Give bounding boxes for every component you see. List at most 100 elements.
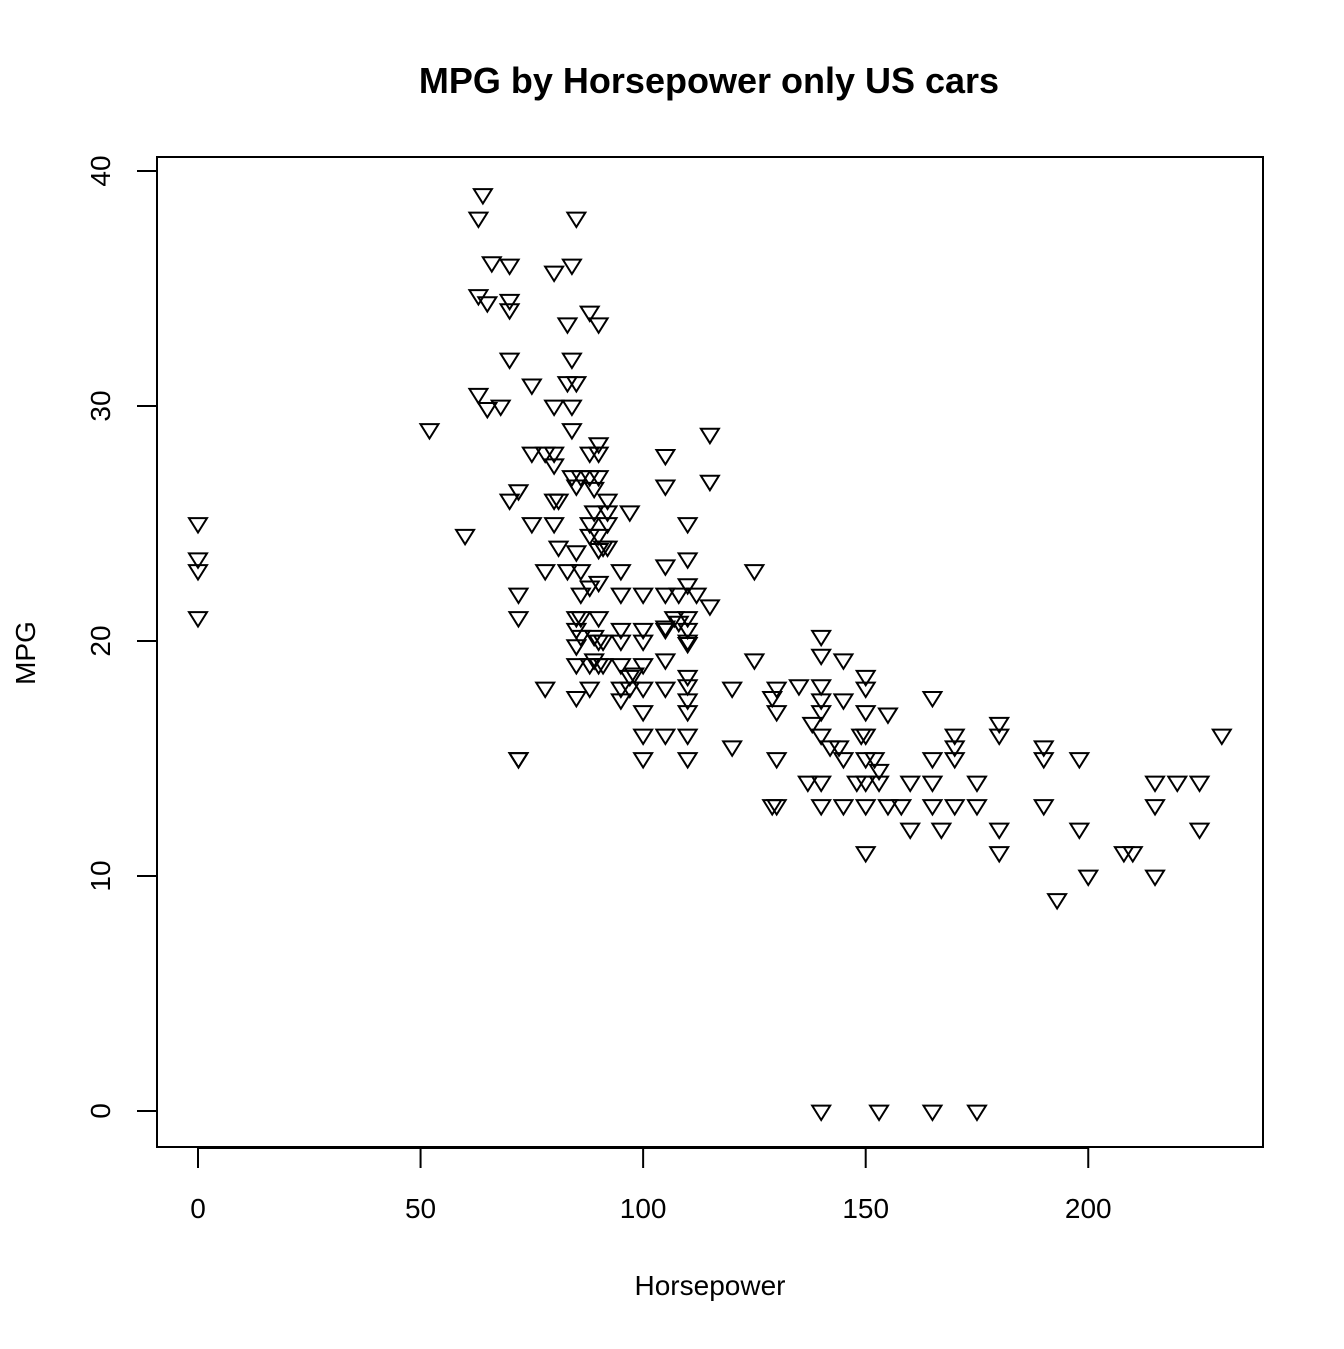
data-point bbox=[699, 474, 721, 493]
data-point bbox=[610, 634, 632, 652]
data-point bbox=[587, 317, 610, 335]
data-point bbox=[1032, 740, 1055, 758]
data-point bbox=[547, 493, 570, 511]
data-point bbox=[583, 653, 605, 671]
data-point bbox=[966, 775, 988, 793]
data-point bbox=[761, 691, 784, 709]
data-point bbox=[1121, 846, 1144, 864]
data-point bbox=[507, 611, 530, 629]
data-point bbox=[480, 256, 503, 274]
data-point bbox=[1077, 869, 1100, 887]
data-point bbox=[699, 427, 721, 446]
data-point bbox=[534, 564, 557, 582]
data-point bbox=[890, 799, 913, 817]
data-point bbox=[498, 293, 521, 312]
y-axis-label: MPG bbox=[10, 621, 41, 685]
data-point bbox=[583, 629, 605, 648]
data-point bbox=[1068, 822, 1091, 840]
data-point bbox=[565, 545, 588, 563]
data-point bbox=[765, 799, 788, 817]
data-point bbox=[654, 728, 677, 746]
data-point bbox=[596, 540, 619, 558]
data-point bbox=[632, 658, 654, 676]
data-point bbox=[565, 479, 588, 497]
data-point bbox=[663, 611, 686, 629]
data-point bbox=[676, 705, 699, 723]
data-point bbox=[610, 658, 632, 676]
data-point bbox=[623, 667, 646, 685]
data-point bbox=[583, 505, 605, 523]
data-point bbox=[583, 481, 605, 500]
x-tick-label: 200 bbox=[1065, 1193, 1112, 1224]
data-point bbox=[743, 653, 766, 671]
data-point bbox=[676, 634, 699, 652]
data-point bbox=[854, 799, 877, 817]
data-point bbox=[868, 763, 890, 782]
data-point bbox=[988, 822, 1011, 840]
data-point bbox=[1046, 893, 1068, 911]
data-point bbox=[654, 587, 677, 605]
data-point bbox=[543, 517, 565, 535]
data-point bbox=[676, 669, 699, 688]
y-tick-label: 40 bbox=[85, 155, 116, 186]
data-point bbox=[565, 376, 588, 394]
data-point bbox=[854, 705, 877, 723]
data-point bbox=[547, 540, 570, 558]
data-point bbox=[578, 528, 601, 547]
data-point bbox=[543, 446, 565, 464]
data-point bbox=[654, 559, 677, 577]
data-point bbox=[472, 188, 494, 206]
data-point bbox=[587, 611, 610, 629]
data-point bbox=[765, 705, 788, 723]
data-point bbox=[988, 716, 1011, 735]
data-point bbox=[454, 528, 476, 547]
y-tick-label: 30 bbox=[85, 390, 116, 421]
data-point bbox=[832, 799, 855, 817]
data-point bbox=[899, 775, 922, 793]
data-point bbox=[654, 681, 677, 699]
data-point bbox=[592, 634, 614, 652]
data-point bbox=[587, 542, 610, 561]
x-axis-label: Horsepower bbox=[635, 1270, 786, 1301]
data-point bbox=[921, 691, 944, 709]
data-point bbox=[618, 681, 641, 699]
data-point bbox=[676, 728, 699, 746]
data-point bbox=[810, 775, 832, 793]
data-point bbox=[921, 752, 944, 770]
data-point bbox=[570, 611, 592, 629]
data-point bbox=[676, 578, 699, 596]
data-point bbox=[467, 387, 490, 406]
data-point bbox=[561, 352, 583, 370]
data-point bbox=[578, 517, 601, 535]
data-point bbox=[921, 799, 944, 817]
y-tick-label: 10 bbox=[85, 860, 116, 891]
data-point bbox=[587, 437, 610, 455]
data-point bbox=[667, 587, 690, 605]
data-point bbox=[810, 1104, 832, 1122]
data-point bbox=[1032, 799, 1055, 817]
data-point bbox=[943, 740, 966, 758]
data-point bbox=[570, 564, 592, 582]
data-point bbox=[632, 728, 654, 746]
data-point bbox=[899, 822, 922, 840]
data-point bbox=[654, 622, 677, 641]
data-point bbox=[418, 423, 441, 441]
data-point bbox=[810, 728, 832, 746]
data-point bbox=[797, 775, 819, 793]
data-point bbox=[565, 639, 588, 657]
data-point bbox=[596, 505, 619, 523]
data-point bbox=[854, 775, 877, 793]
data-point bbox=[521, 446, 543, 464]
data-point bbox=[721, 681, 743, 699]
data-point bbox=[578, 681, 601, 699]
data-point bbox=[921, 1104, 944, 1122]
data-point bbox=[721, 740, 743, 758]
data-point bbox=[854, 846, 877, 864]
data-point bbox=[699, 599, 721, 617]
x-tick-label: 0 bbox=[190, 1193, 206, 1224]
data-point bbox=[1068, 752, 1091, 770]
data-point bbox=[810, 799, 832, 817]
data-point bbox=[676, 611, 699, 629]
data-point bbox=[676, 752, 699, 770]
